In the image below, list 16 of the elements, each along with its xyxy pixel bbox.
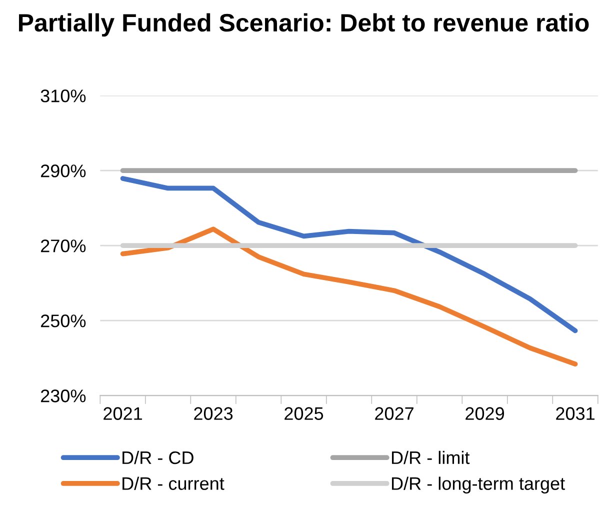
- legend-label: D/R - CD: [122, 450, 194, 464]
- legend-label: D/R - limit: [392, 450, 470, 464]
- x-tick-label: 2025: [284, 407, 324, 420]
- legend-label: D/R - current: [122, 476, 224, 490]
- x-tick-label: 2031: [556, 407, 594, 420]
- y-tick-label: 230%: [40, 390, 86, 402]
- x-tick-label: 2023: [194, 407, 233, 420]
- y-tick-label: 310%: [40, 90, 86, 102]
- x-tick-label: 2021: [104, 407, 142, 420]
- y-tick-label: 270%: [40, 240, 86, 252]
- legend-label: D/R - long-term target: [392, 476, 565, 494]
- y-tick-label: 250%: [40, 314, 86, 328]
- x-tick-label: 2029: [466, 407, 504, 420]
- y-tick-label: 290%: [40, 164, 86, 178]
- chart-title: Partially Funded Scenario: Debt to revenue ratio: [19, 13, 589, 37]
- x-tick-label: 2027: [375, 407, 414, 420]
